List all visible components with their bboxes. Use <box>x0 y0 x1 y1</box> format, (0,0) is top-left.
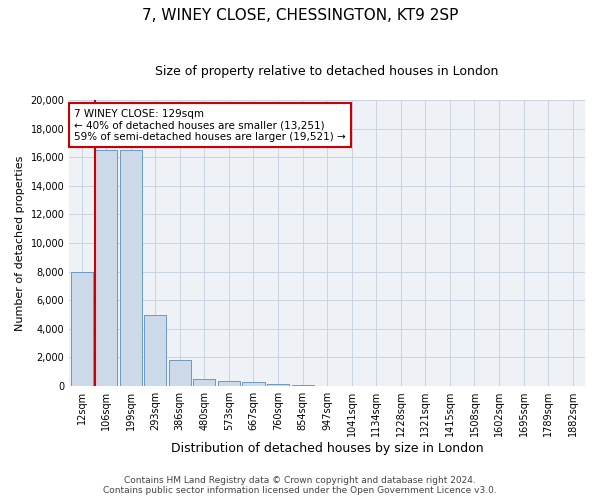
X-axis label: Distribution of detached houses by size in London: Distribution of detached houses by size … <box>171 442 484 455</box>
Text: 7 WINEY CLOSE: 129sqm
← 40% of detached houses are smaller (13,251)
59% of semi-: 7 WINEY CLOSE: 129sqm ← 40% of detached … <box>74 108 346 142</box>
Bar <box>119 150 142 386</box>
Bar <box>267 384 289 386</box>
Text: Contains HM Land Registry data © Crown copyright and database right 2024.
Contai: Contains HM Land Registry data © Crown c… <box>103 476 497 495</box>
Bar <box>193 379 215 386</box>
Y-axis label: Number of detached properties: Number of detached properties <box>15 156 25 330</box>
Title: Size of property relative to detached houses in London: Size of property relative to detached ho… <box>155 65 499 78</box>
Bar <box>218 380 240 386</box>
Bar <box>242 382 265 386</box>
Bar <box>71 272 92 386</box>
Text: 7, WINEY CLOSE, CHESSINGTON, KT9 2SP: 7, WINEY CLOSE, CHESSINGTON, KT9 2SP <box>142 8 458 22</box>
Bar <box>169 360 191 386</box>
Bar <box>144 314 166 386</box>
Bar <box>95 150 117 386</box>
Bar <box>292 385 314 386</box>
